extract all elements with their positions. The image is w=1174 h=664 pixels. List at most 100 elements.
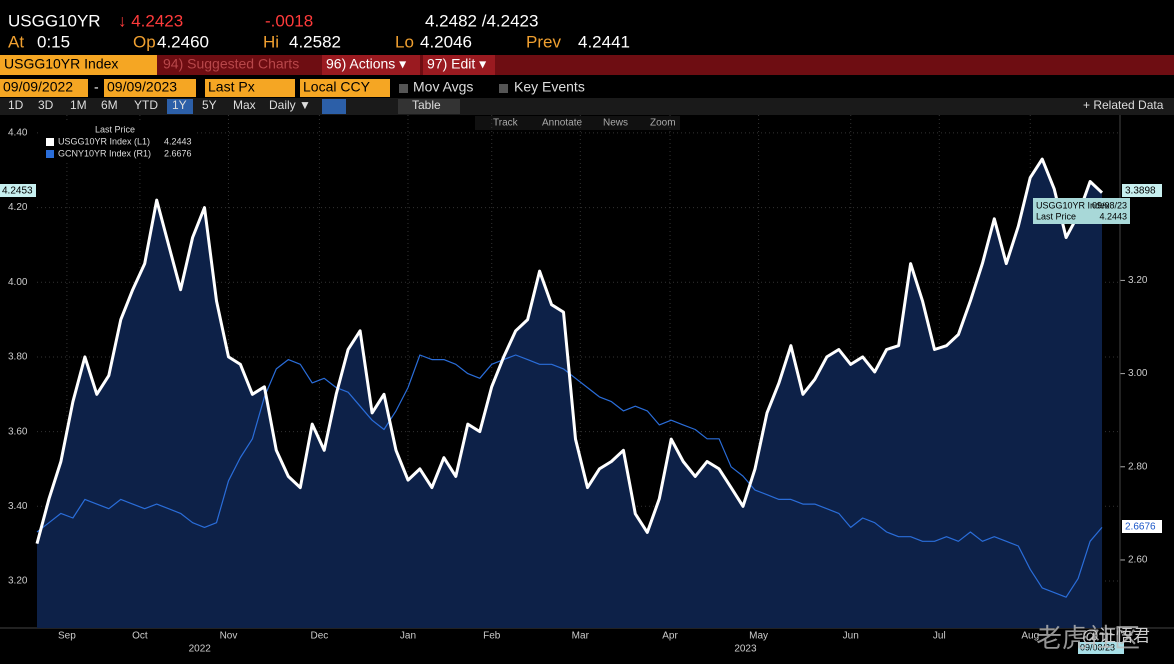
tooltip-field: Last Price xyxy=(1036,211,1076,221)
legend-label: USGG10YR Index (L1) xyxy=(58,136,150,146)
date-input[interactable] xyxy=(0,79,88,97)
last-price: ↓ 4.2423 xyxy=(118,11,183,30)
year-label: 2022 xyxy=(189,644,212,655)
range-button[interactable]: 3D xyxy=(38,98,54,112)
watermark-author: @证悟君 xyxy=(1082,626,1150,645)
tooltip-value: 4.2443 xyxy=(1099,211,1127,221)
y2-tick-label: 3.20 xyxy=(1128,275,1148,286)
stat-label: Prev xyxy=(526,32,561,51)
field-select[interactable] xyxy=(205,79,295,97)
range-button[interactable]: Daily ▼ xyxy=(269,98,311,112)
field[interactable]: Last Px xyxy=(208,79,255,95)
chart-tool[interactable]: Annotate xyxy=(542,118,582,129)
x-tick-label: Feb xyxy=(483,631,501,642)
currency-select[interactable] xyxy=(300,79,390,97)
range-button[interactable]: 5Y xyxy=(202,98,217,112)
badge-text: 4.2453 xyxy=(2,186,33,197)
x-tick-label: Jan xyxy=(400,631,416,642)
y-tick-label: 4.00 xyxy=(8,277,28,288)
range-button[interactable]: 1D xyxy=(8,98,24,112)
range-button[interactable]: Max xyxy=(233,98,256,112)
range-button[interactable]: 1Y xyxy=(172,98,187,112)
related-data[interactable]: + Related Data xyxy=(1083,98,1164,112)
option[interactable]: Mov Avgs xyxy=(413,79,473,95)
tooltip-name: USGG10YR Index xyxy=(1036,200,1110,210)
series-line xyxy=(35,157,1104,544)
ticker: USGG10YR xyxy=(8,11,101,30)
badge xyxy=(1078,642,1124,654)
chart-tool[interactable]: Zoom xyxy=(650,118,676,129)
date-separator: - xyxy=(94,79,99,95)
table-label[interactable]: Table xyxy=(412,98,441,112)
stat-label: Lo xyxy=(395,32,414,51)
y2-tick-label: 2.80 xyxy=(1128,461,1148,472)
y-tick-label: 4.20 xyxy=(8,202,28,213)
menu-item[interactable]: 94) Suggested Charts xyxy=(163,56,299,72)
chart-tool[interactable]: Track xyxy=(493,118,519,129)
range-active[interactable] xyxy=(167,99,193,114)
option[interactable]: Key Events xyxy=(514,79,585,95)
menu-button[interactable] xyxy=(423,55,495,75)
range-button[interactable]: YTD xyxy=(134,98,158,112)
range-button[interactable]: 6M xyxy=(101,98,118,112)
x-tick-label: Apr xyxy=(662,631,678,642)
stat-value: 0:15 xyxy=(37,32,70,51)
stat-label: Hi xyxy=(263,32,279,51)
stats-row: At 0:15 Op 4.2460 Hi 4.2582 Lo 4.2046 Prev 4.2441 xyxy=(8,32,630,51)
x-tick-label: Nov xyxy=(220,631,238,642)
y2-tick-label: 3.00 xyxy=(1128,368,1148,379)
chart-tool[interactable]: News xyxy=(603,118,628,129)
y-tick-label: 3.60 xyxy=(8,426,28,437)
legend-value: 4.2443 xyxy=(164,136,192,146)
x-tick-label: Dec xyxy=(311,631,329,642)
toolbar xyxy=(0,55,1174,75)
stat-value: 4.2441 xyxy=(578,32,630,51)
security-name[interactable]: USGG10YR Index xyxy=(4,56,118,72)
badge xyxy=(0,184,36,197)
menu-item[interactable]: 97) Edit ▾ xyxy=(427,56,486,72)
range-buttons: 1D 3D 1M 6M YTD 1Y 5Y Max Daily ▼ xyxy=(8,98,311,114)
stat-label: Op xyxy=(133,32,156,51)
change: -.0018 xyxy=(265,11,313,30)
date-input[interactable] xyxy=(104,79,196,97)
chart-tools xyxy=(475,116,680,130)
tooltip xyxy=(1033,198,1130,224)
start-date[interactable]: 09/09/2022 xyxy=(3,79,73,95)
checkbox[interactable] xyxy=(499,84,508,93)
y2-tick-label: 2.60 xyxy=(1128,555,1148,566)
currency[interactable]: Local CCY xyxy=(303,79,371,95)
stat-value: 4.2046 xyxy=(420,32,472,51)
x-tick-label: Jul xyxy=(933,631,946,642)
x-tick-label: May xyxy=(749,631,768,642)
plot: Track Annotate News Zoom 3.20 3.40 3.60 3.80 4.0… xyxy=(0,115,1174,655)
checkbox[interactable] xyxy=(399,84,408,93)
range-button[interactable]: 1M xyxy=(70,98,87,112)
y-tick-label: 3.80 xyxy=(8,352,28,363)
range-bar xyxy=(0,98,1174,115)
badge-text: 09/08/23 xyxy=(1080,642,1115,652)
table-button[interactable] xyxy=(398,99,460,114)
x-tick-label: Mar xyxy=(572,631,590,642)
legend-swatch xyxy=(46,150,54,158)
legend-label: GCNY10YR Index (R1) xyxy=(58,148,151,158)
stat-value: 4.2582 xyxy=(289,32,341,51)
y-tick-label: 3.20 xyxy=(8,576,28,587)
badge-text: 3.3898 xyxy=(1125,186,1156,197)
y-tick-label: 3.40 xyxy=(8,501,28,512)
chart-type-button[interactable] xyxy=(322,99,346,114)
security-tab[interactable] xyxy=(0,55,157,75)
watermark: 老虎社区 xyxy=(1036,623,1140,653)
menu-item[interactable]: 96) Actions ▾ xyxy=(326,56,406,72)
x-tick-label: Jun xyxy=(843,631,859,642)
menu-button[interactable] xyxy=(322,55,420,75)
x-tick-label: Aug xyxy=(1021,631,1039,642)
badge-text: 2.6676 xyxy=(1125,522,1156,533)
x-tick-label: Oct xyxy=(132,631,148,642)
bid-ask: 4.2482 /4.2423 xyxy=(425,11,538,30)
legend-swatch xyxy=(46,138,54,146)
badge xyxy=(1122,520,1162,533)
tooltip-date: 09/08/23 xyxy=(1092,200,1127,210)
legend xyxy=(40,122,196,162)
end-date[interactable]: 09/09/2023 xyxy=(107,79,177,95)
